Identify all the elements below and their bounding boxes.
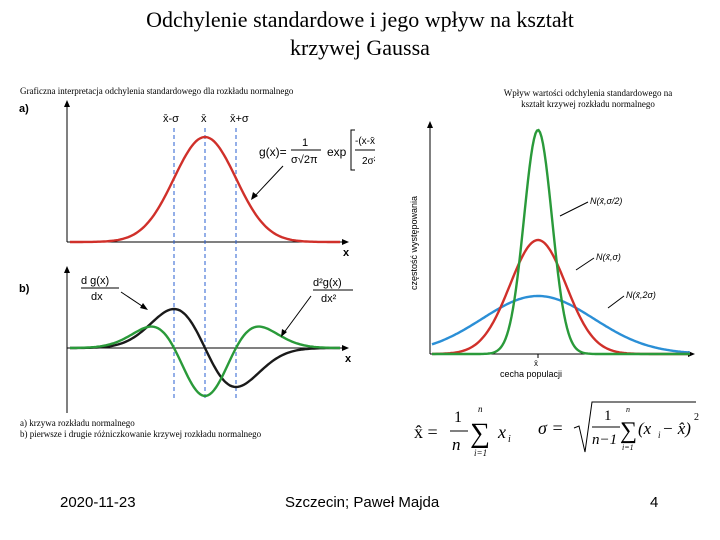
right-xlabel: cecha populacji <box>500 369 562 379</box>
d2-num: d²g(x) <box>313 277 342 289</box>
footer-page: 4 <box>650 494 659 511</box>
gx-pointer-arrow <box>251 192 258 200</box>
exp-bracket-left <box>350 129 355 171</box>
title-line-2: krzywej Gaussa <box>290 35 430 60</box>
formulas: x̂ = 1 n n ∑ i=1 x i σ = 1 n−1 n ∑ i=1 (… <box>414 401 699 458</box>
label-mid: N(x̄,σ) <box>596 252 621 262</box>
right-figure-bg <box>400 120 705 382</box>
mean-sum-sign: ∑ <box>470 418 490 449</box>
curve-narrow <box>432 128 690 356</box>
left-caption: Graficzna interpretacja odchylenia stand… <box>20 86 294 96</box>
notes-line-2: b) pierwsze i drugie różniczkowanie krzy… <box>20 429 262 439</box>
axis-x-a-label: x <box>343 247 350 259</box>
tick-mean: x̄ <box>201 113 207 125</box>
label-wide: N(x̄,2σ) <box>626 290 656 300</box>
left-figure: a) b) x x x̄-σ x̄ x̄+σ g(x)= 1 σ√2π exp … <box>19 100 375 413</box>
first-derivative-label: d g(x) dx <box>81 275 119 303</box>
title-line-1: Odchylenie standardowe i jego wpływ na k… <box>146 7 574 32</box>
pointer-wide <box>607 295 625 309</box>
mean-formula: x̂ = 1 n n ∑ i=1 x i <box>414 404 511 458</box>
mean-sub: i <box>508 434 511 445</box>
exp-num: -(x-x̄)² <box>355 136 375 147</box>
sd-formula: σ = 1 n−1 n ∑ i=1 (x i − x̂) 2 <box>538 401 699 453</box>
d1-den: dx <box>91 291 103 303</box>
d2-pointer-arrow <box>281 329 287 337</box>
pointer-mid <box>575 257 595 271</box>
mean-lhs: x̂ = <box>414 422 438 442</box>
mean-frac-num: 1 <box>454 409 462 426</box>
axis-x-b-label: x <box>345 353 352 365</box>
figure-notes: a) krzywa rozkładu normalnego b) pierwsz… <box>20 418 261 440</box>
right-figure: x̄ cecha populacji częstość występowania… <box>400 120 705 382</box>
right-mean-tick: x̄ <box>534 359 538 368</box>
label-narrow: N(x̄,σ/2) <box>590 196 622 206</box>
axis-x-b-arrow <box>342 345 349 351</box>
d1-num: d g(x) <box>81 275 109 287</box>
tick-plus-sigma: x̄+σ <box>230 113 249 125</box>
pointer-narrow <box>559 201 589 217</box>
sd-power: 2 <box>694 412 699 423</box>
footer-date: 2020-11-23 <box>60 494 136 511</box>
sd-frac-den: n−1 <box>592 432 617 448</box>
second-derivative-label: d²g(x) dx² <box>313 277 353 305</box>
sd-term: (x <box>638 419 652 438</box>
sd-root <box>573 401 696 453</box>
gx-pointer <box>252 165 284 199</box>
mean-frac-den: n <box>452 435 461 454</box>
exp-den: 2σ² <box>362 156 375 167</box>
gx-frac-num: 1 <box>302 137 308 149</box>
right-caption: Wpływ wartości odchylenia standardowego … <box>468 88 708 110</box>
slide-title: Odchylenie standardowe i jego wpływ na k… <box>60 6 660 62</box>
sd-rest: − x̂) <box>662 419 691 438</box>
tick-minus-sigma: x̄-σ <box>163 113 179 125</box>
d2-pointer <box>282 295 312 335</box>
gauss-formula: g(x)= 1 σ√2π exp -(x-x̄)² 2σ² <box>259 129 375 171</box>
first-derivative-curve <box>70 307 340 389</box>
second-derivative-curve <box>70 325 340 398</box>
exp-label: exp <box>327 145 347 159</box>
gauss-curve <box>70 135 340 244</box>
mean-sum-top: n <box>478 404 483 414</box>
sd-sum-bottom: i=1 <box>622 443 634 452</box>
label-a: a) <box>19 103 29 115</box>
label-b: b) <box>19 283 30 295</box>
right-ylabel: częstość występowania <box>409 196 419 290</box>
mean-sum-bottom: i=1 <box>474 448 487 458</box>
right-caption-line-2: kształt krzywej rozkładu normalnego <box>521 99 655 109</box>
d2-den: dx² <box>321 293 337 305</box>
sd-lhs: σ = <box>538 418 564 438</box>
gx-frac-den: σ√2π <box>291 154 318 166</box>
right-axis-y-arrow <box>427 121 433 128</box>
d1-pointer <box>120 291 146 309</box>
axis-x-a-arrow <box>342 239 349 245</box>
notes-line-1: a) krzywa rozkładu normalnego <box>20 418 135 428</box>
axis-y-a-arrow <box>64 100 70 107</box>
sd-sub: i <box>658 430 661 440</box>
sd-frac-num: 1 <box>604 408 612 424</box>
axis-y-b-arrow <box>64 266 70 273</box>
gx-label: g(x)= <box>259 145 287 159</box>
right-caption-line-1: Wpływ wartości odchylenia standardowego … <box>503 88 673 98</box>
mean-term: x <box>497 422 506 442</box>
sd-sum-top: n <box>626 405 630 414</box>
footer-center: Szczecin; Paweł Majda <box>285 494 440 511</box>
sd-sum-sign: ∑ <box>620 418 637 444</box>
d1-pointer-arrow <box>140 303 148 310</box>
